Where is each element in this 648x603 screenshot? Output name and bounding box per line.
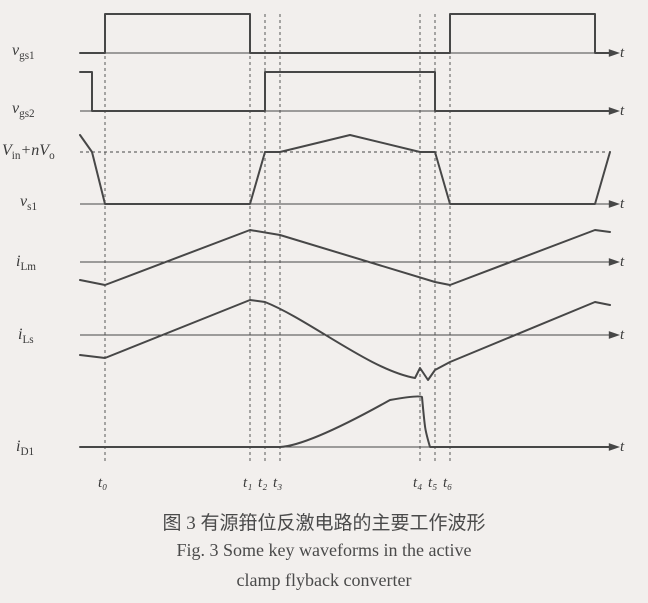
axis-t-vgs1: t xyxy=(620,45,624,62)
caption-en-line2: clamp flyback converter xyxy=(0,570,648,591)
time-label-t5: t₅ xyxy=(428,475,437,492)
label-vs1: vs1 xyxy=(20,193,37,213)
axis-t-iD1: t xyxy=(620,439,624,456)
time-label-t2: t₂ xyxy=(258,475,267,492)
time-label-t3: t₃ xyxy=(273,475,282,492)
time-label-t4: t₄ xyxy=(413,475,422,492)
time-label-t0: t₀ xyxy=(98,475,107,492)
axis-t-iLs: t xyxy=(620,327,624,344)
time-label-t1: t₁ xyxy=(243,475,252,492)
label-vgs2: vgs2 xyxy=(12,100,35,120)
axis-t-iLm: t xyxy=(620,254,624,271)
label-iD1: iD1 xyxy=(16,438,34,458)
axis-t-vgs2: t xyxy=(620,103,624,120)
label-vgs1: vgs1 xyxy=(12,42,35,62)
label-iLm: iLm xyxy=(16,253,36,273)
label-vs1-ref: Vin+nVo xyxy=(2,142,55,162)
caption-en-line1: Fig. 3 Some key waveforms in the active xyxy=(0,540,648,561)
label-iLs: iLs xyxy=(18,326,34,346)
time-label-t6: t₆ xyxy=(443,475,452,492)
axis-t-vs1: t xyxy=(620,196,624,213)
caption-zh: 图 3 有源箝位反激电路的主要工作波形 xyxy=(0,508,648,535)
